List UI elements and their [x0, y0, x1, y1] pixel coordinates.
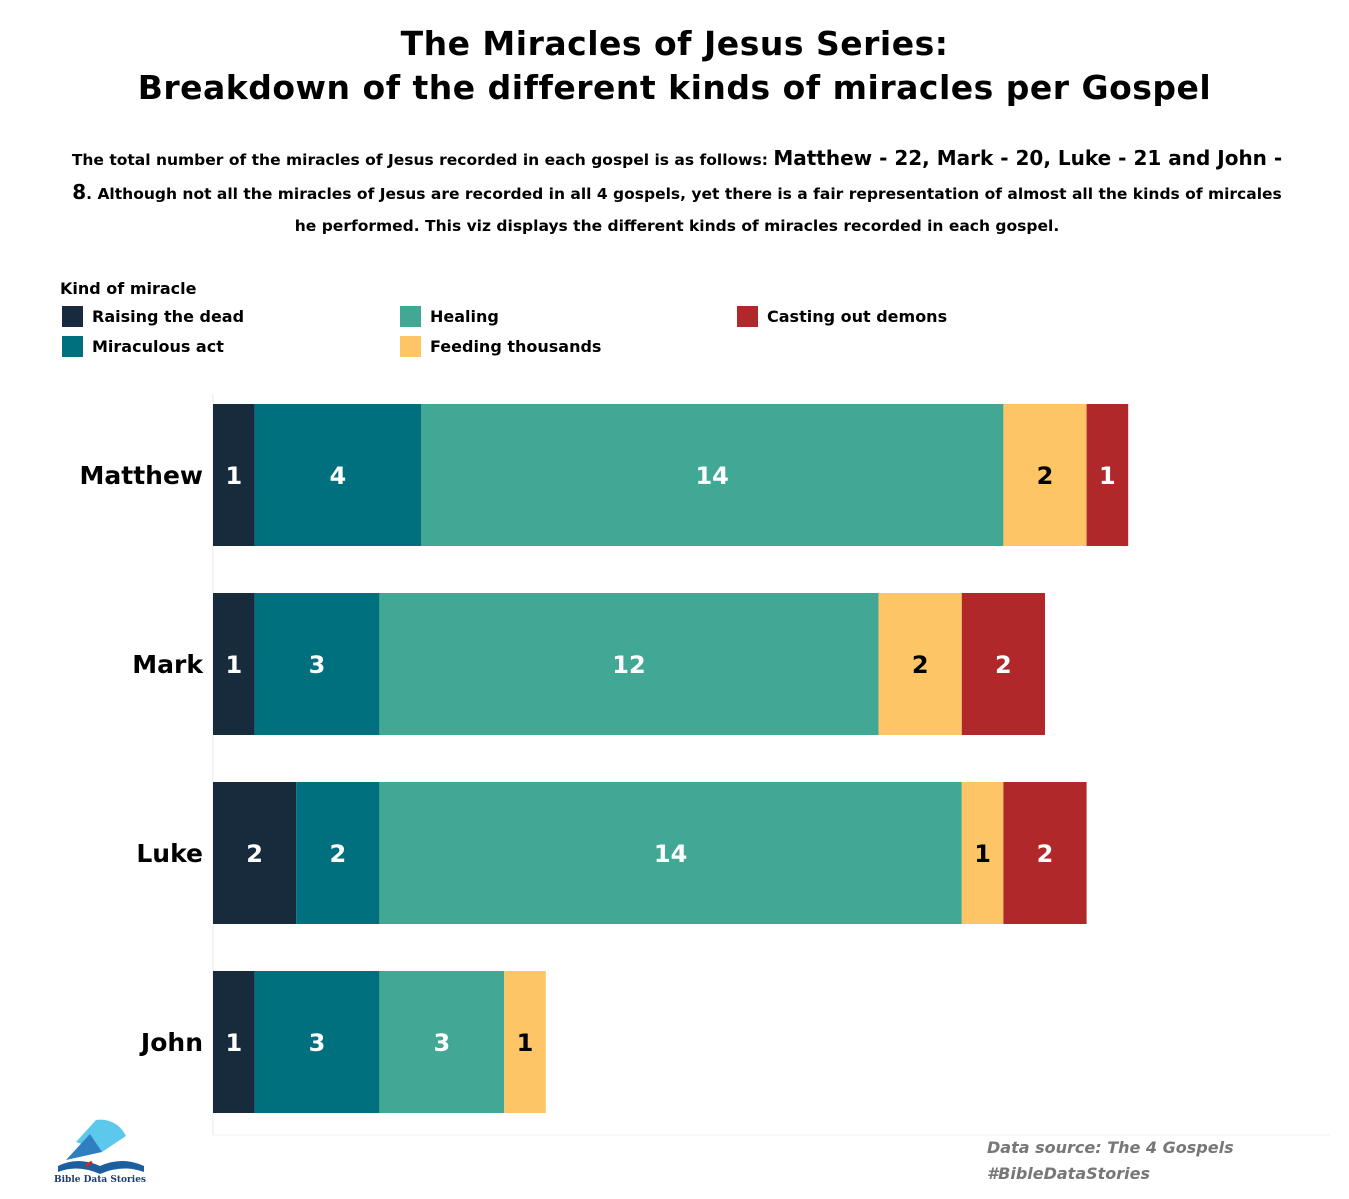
legend-swatch [400, 335, 421, 357]
bar-segment [421, 404, 1004, 546]
legend-swatch [400, 305, 421, 327]
data-label: 4 [329, 462, 346, 490]
chart-subtitle: The total number of the miracles of Jesu… [68, 142, 1286, 242]
data-label: 1 [225, 651, 242, 679]
data-label: 2 [246, 840, 263, 868]
legend-item-raising-the-dead: Raising the dead [62, 305, 244, 327]
bar-segment [296, 782, 380, 924]
data-label: 1 [974, 840, 991, 868]
bar-segment [878, 593, 962, 735]
legend-swatch [62, 335, 83, 357]
data-label: 3 [309, 651, 326, 679]
bar-segment [379, 971, 505, 1113]
data-label: 2 [1037, 462, 1054, 490]
bar-segment [379, 593, 879, 735]
category-label: Luke [136, 839, 203, 868]
legend-title: Kind of miracle [60, 279, 197, 298]
legend-item-miraculous-act: Miraculous act [62, 335, 224, 357]
data-label: 2 [329, 840, 346, 868]
data-label: 14 [695, 462, 728, 490]
bar-segment [213, 782, 297, 924]
bar-segment [961, 593, 1045, 735]
title-line-2: Breakdown of the different kinds of mira… [137, 68, 1212, 107]
bar-segment [254, 971, 380, 1113]
bar-segment [213, 404, 255, 546]
hashtag-note: #BibleDataStories [987, 1164, 1151, 1183]
bar-segment [1086, 404, 1129, 546]
data-label: 12 [612, 651, 645, 679]
category-label: Matthew [80, 461, 204, 490]
legend-label: Casting out demons [767, 306, 948, 326]
legend-label: Raising the dead [92, 306, 245, 326]
legend-swatch [737, 305, 758, 327]
legend-item-casting-out-demons: Casting out demons [737, 305, 947, 327]
legend-label: Feeding thousands [430, 336, 602, 356]
bar-segment [961, 782, 1004, 924]
bar-segment [254, 593, 380, 735]
data-label: 1 [225, 462, 242, 490]
legend-swatch [62, 305, 83, 327]
data-label: 3 [309, 1029, 326, 1057]
data-label: 2 [995, 651, 1012, 679]
data-label: 2 [1037, 840, 1054, 868]
chart-title: The Miracles of Jesus Series: Breakdown … [0, 22, 1349, 110]
data-label: 1 [225, 1029, 242, 1057]
bar-segment [213, 593, 255, 735]
subtitle-part-2: . Although not all the miracles of Jesus… [86, 185, 1282, 235]
bar-segment [504, 971, 546, 1113]
legend-item-healing: Healing [400, 305, 499, 327]
data-label: 3 [433, 1029, 450, 1057]
category-label: Mark [132, 650, 204, 679]
bar-segment [379, 782, 962, 924]
category-label: John [139, 1028, 203, 1057]
bar-segment [1003, 404, 1087, 546]
subtitle-part-1: The total number of the miracles of Jesu… [71, 151, 774, 169]
legend-item-feeding-thousands: Feeding thousands [400, 335, 601, 357]
data-label: 1 [1099, 462, 1116, 490]
logo-text: Bible Data Stories [54, 1175, 146, 1184]
bible-data-stories-logo: Bible Data Stories [54, 1119, 146, 1184]
data-label: 1 [517, 1029, 534, 1057]
title-line-1: The Miracles of Jesus Series: [400, 24, 949, 63]
data-label: 2 [912, 651, 929, 679]
bar-segment [1003, 782, 1087, 924]
legend-label: Healing [430, 306, 499, 326]
legend-label: Miraculous act [92, 336, 224, 356]
subtitle-totals: Matthew - 22, Mark - 20, Luke - 21 and J… [72, 146, 1283, 204]
data-label: 14 [654, 840, 687, 868]
bar-segment [213, 971, 255, 1113]
data-source-note: Data source: The 4 Gospels [987, 1138, 1234, 1157]
bar-segment [254, 404, 421, 546]
